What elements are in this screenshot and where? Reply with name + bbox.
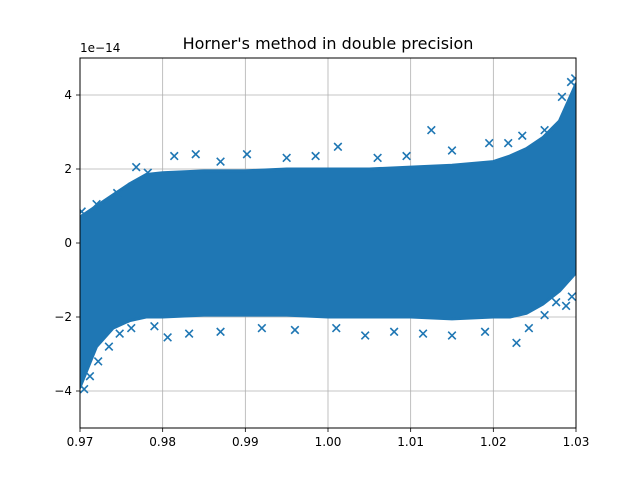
data-point-marker (115, 329, 125, 339)
x-tick-label: 1.01 (397, 435, 424, 449)
data-point-marker (216, 157, 225, 166)
data-point-marker (333, 142, 343, 152)
data-point-marker (257, 323, 267, 333)
data-point-marker (143, 168, 153, 178)
x-tick-label: 0.97 (67, 435, 94, 449)
data-point-marker (402, 151, 411, 161)
y-tick-label: −2 (54, 310, 72, 324)
x-tick-label: 1.03 (563, 435, 590, 449)
data-point-marker (418, 329, 428, 339)
data-layer (80, 73, 576, 394)
data-point-marker (191, 149, 201, 159)
data-point-marker (557, 92, 567, 102)
y-tick-label: −4 (54, 384, 72, 398)
x-tick-label: 0.99 (232, 435, 259, 449)
data-point-marker (517, 131, 527, 141)
data-point-marker (242, 149, 252, 159)
data-point-marker (131, 162, 141, 172)
x-tick-label: 1.00 (315, 435, 342, 449)
data-point-marker (373, 153, 382, 163)
data-point-marker (331, 323, 341, 333)
data-point-marker (290, 325, 300, 335)
data-point-marker (570, 73, 576, 83)
y-tick-label: 2 (64, 162, 72, 176)
chart-title: Horner's method in double precision (183, 34, 474, 53)
data-point-marker (512, 338, 521, 348)
data-point-cloud (80, 82, 576, 389)
data-point-marker (567, 292, 576, 302)
axis-ticks: 0.97 0.98 0.99 1.00 1.01 1.02 1.03 −4 −2 0 2 4 (54, 88, 589, 449)
data-point-marker (540, 310, 549, 320)
y-tick-label: 4 (64, 88, 72, 102)
data-point-marker (389, 327, 399, 337)
data-point-marker (484, 138, 494, 148)
data-point-marker (163, 332, 172, 342)
data-point-marker (311, 151, 320, 161)
data-point-marker (360, 331, 370, 340)
data-point-marker (503, 138, 513, 148)
data-point-marker (561, 301, 571, 311)
data-point-marker (426, 125, 436, 135)
data-point-marker (93, 357, 103, 366)
data-point-marker (150, 321, 159, 331)
data-point-marker (216, 327, 225, 337)
data-point-marker (447, 331, 457, 340)
data-point-marker (524, 323, 534, 333)
data-point-marker (104, 342, 114, 351)
data-point-marker (92, 199, 101, 209)
data-point-marker (282, 153, 292, 163)
y-tick-label: 0 (64, 236, 72, 250)
data-point-marker (80, 384, 89, 394)
data-point-marker (540, 125, 549, 135)
y-axis-offset-label: 1e−14 (80, 41, 120, 55)
data-point-marker (169, 151, 179, 161)
data-point-marker (80, 207, 87, 216)
data-point-marker (184, 329, 194, 339)
data-point-marker (112, 188, 122, 198)
data-point-marker (551, 297, 561, 307)
data-point-marker (85, 371, 95, 381)
data-point-marker (126, 323, 136, 333)
data-point-marker (447, 146, 457, 155)
x-tick-label: 1.02 (480, 435, 507, 449)
x-tick-label: 0.98 (149, 435, 176, 449)
data-point-marker (480, 327, 490, 337)
